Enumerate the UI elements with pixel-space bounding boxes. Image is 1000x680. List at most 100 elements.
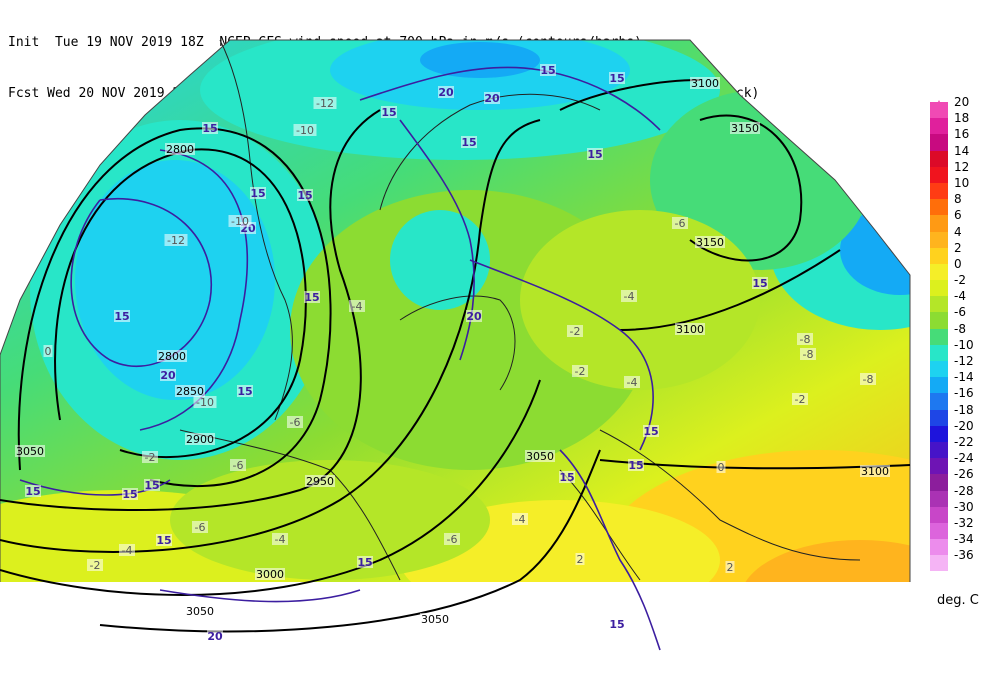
wind-label-bg — [461, 136, 477, 148]
colorbar-swatch — [930, 506, 948, 523]
colorbar-label: -12 — [954, 354, 974, 368]
colorbar-step: -18 — [930, 403, 1000, 426]
wind-label: 15 — [114, 310, 129, 323]
temperature-label-bg — [349, 300, 365, 312]
colorbar-swatch — [930, 134, 948, 151]
colorbar-step: 0 — [930, 257, 1000, 281]
height-contour-line — [689, 114, 803, 262]
colorbar-label: 16 — [954, 127, 970, 142]
temperature-colorbar: 20 18 16 14 12 10 8 6 4 2 0 -2 -4 -6 -8 -10 -12 -14 -16 -18… — [930, 95, 1000, 572]
temperature-label-bg — [287, 416, 303, 428]
wind-label-bg — [160, 369, 176, 381]
colorbar-step: 10 — [930, 176, 1000, 200]
height-label: 2800 — [166, 143, 194, 156]
height-contour-line — [0, 109, 381, 511]
height-contour-line — [54, 148, 307, 459]
temperature-label-bg — [716, 461, 726, 473]
wind-label-bg — [752, 277, 768, 289]
temperature-label: 2 — [577, 553, 584, 566]
height-label: 3100 — [676, 323, 704, 336]
height-label-bg — [525, 450, 555, 462]
temperature-label: -10 — [296, 124, 314, 137]
height-label-bg — [420, 613, 450, 625]
wind-label-bg — [466, 310, 482, 322]
colorbar-label: -22 — [954, 434, 974, 449]
wind-label: 20 — [438, 86, 454, 99]
temperature-label: -2 — [575, 365, 586, 378]
temperature-label: -4 — [352, 300, 363, 313]
colorbar-label: -10 — [954, 337, 974, 352]
colorbar-label: 10 — [954, 175, 970, 190]
temperature-label: -4 — [624, 290, 635, 303]
temperature-label-bg — [800, 348, 816, 360]
height-label-bg — [165, 143, 195, 155]
temperature-label: -4 — [515, 513, 526, 526]
wind-label-bg — [628, 459, 644, 471]
colorbar-step: 20 — [930, 95, 1000, 119]
height-label-bg — [255, 568, 285, 580]
wind-label: 15 — [237, 385, 252, 398]
height-label-bg — [185, 433, 215, 445]
colorbar-label: 18 — [954, 111, 970, 126]
temperature-label-bg — [272, 533, 288, 545]
colorbar-swatch — [930, 555, 948, 572]
wind-label: 15 — [461, 136, 476, 149]
height-label: 3050 — [186, 605, 214, 618]
wind-label: 15 — [25, 485, 40, 498]
height-label: 2900 — [186, 433, 214, 446]
colorbar-label: 0 — [954, 256, 962, 271]
wind-label: 15 — [202, 122, 217, 135]
temperature-label-bg — [575, 553, 585, 565]
height-label: 2950 — [306, 475, 334, 488]
colorbar-swatch — [930, 393, 948, 410]
wind-label: 20 — [160, 369, 176, 382]
temperature-label: -2 — [795, 393, 806, 406]
colorbar-step: -4 — [930, 289, 1000, 313]
colorbar-label: -16 — [954, 386, 974, 401]
wind-label-bg — [207, 630, 223, 642]
temperature-label: -2 — [145, 451, 156, 464]
temperature-label-bg — [444, 533, 460, 545]
temperature-label-bg — [193, 396, 217, 408]
height-label-bg — [175, 385, 205, 397]
temperature-label: -10 — [196, 396, 214, 409]
height-label: 3100 — [691, 77, 719, 90]
temperature-label: -8 — [803, 348, 814, 361]
height-contour-line — [559, 79, 841, 331]
colorbar-label: -14 — [954, 370, 974, 385]
colorbar-label: -18 — [954, 402, 974, 417]
height-label: 3150 — [696, 236, 724, 249]
wind-label: 20 — [466, 310, 482, 323]
height-label: 3100 — [861, 465, 889, 478]
wind-label-bg — [484, 92, 500, 104]
colorbar-swatch — [930, 312, 948, 329]
temperature-label-bg — [792, 393, 808, 405]
temperature-label: -12 — [316, 97, 334, 110]
temperature-label-bg — [192, 521, 208, 533]
wind-label: 15 — [381, 106, 396, 119]
colorbar-step: -6 — [930, 305, 1000, 329]
colorbar-label: 20 — [954, 95, 970, 109]
colorbar-swatch — [930, 328, 948, 345]
colorbar-swatch — [930, 215, 948, 232]
colorbar-swatch — [930, 263, 948, 281]
colorbar-swatch — [930, 150, 948, 167]
temperature-label-bg — [230, 459, 246, 471]
colorbar-label: 14 — [954, 143, 970, 158]
temperature-label-bg — [164, 234, 188, 246]
colorbar-step: -30 — [930, 500, 1000, 523]
temperature-label-bg — [293, 124, 317, 136]
temperature-label: -6 — [290, 416, 301, 429]
temperature-label-bg — [860, 373, 876, 385]
wind-label: 15 — [304, 291, 319, 304]
colorbar-swatch — [930, 458, 948, 475]
colorbar-step: -10 — [930, 338, 1000, 361]
height-label: 3150 — [731, 122, 759, 135]
colorbar-step: -22 — [930, 435, 1000, 459]
colorbar-swatch — [930, 425, 948, 442]
colorbar-label: -8 — [954, 321, 966, 336]
wind-label: 15 — [156, 534, 171, 547]
colorbar-step: -28 — [930, 484, 1000, 507]
height-contour-line — [0, 119, 541, 553]
